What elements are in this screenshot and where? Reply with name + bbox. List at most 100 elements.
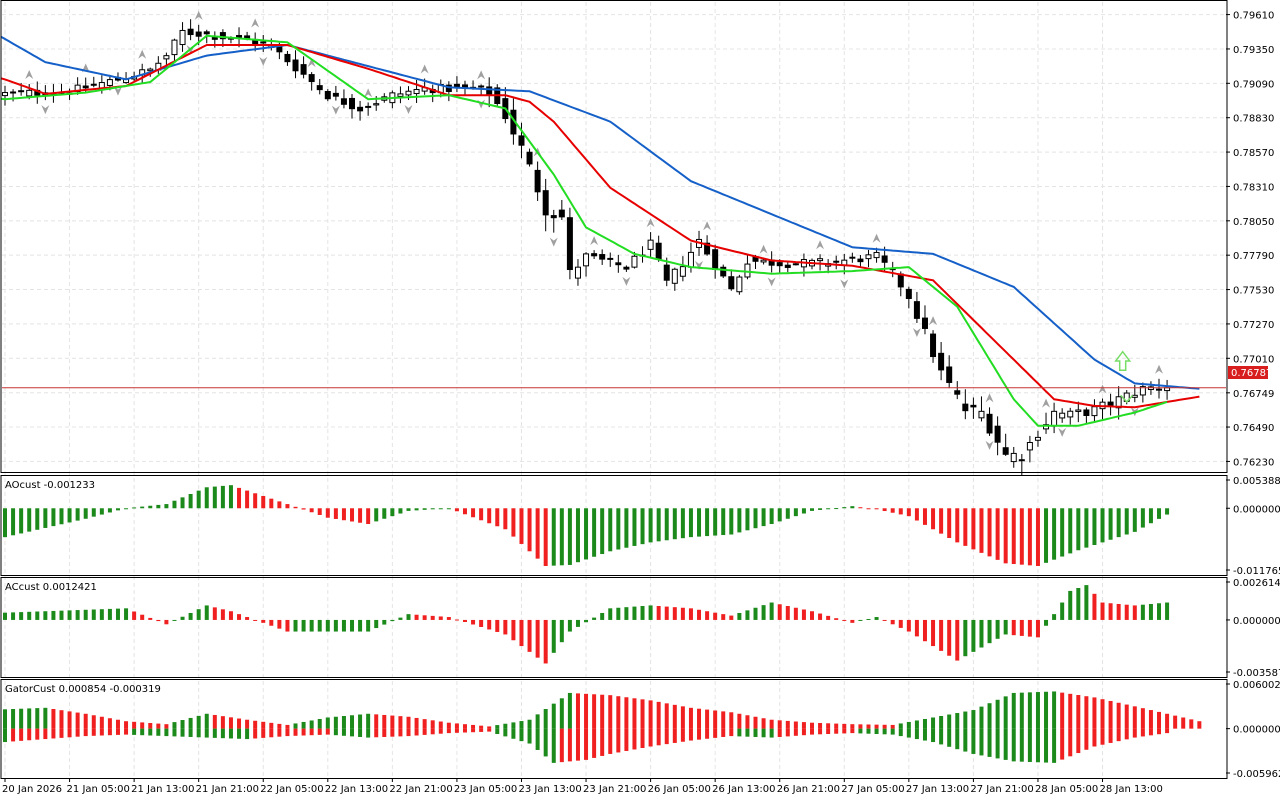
ao-panel[interactable]	[3, 485, 1170, 566]
candle[interactable]	[1058, 408, 1067, 437]
candle[interactable]	[921, 305, 928, 335]
candle[interactable]	[1067, 407, 1074, 425]
candle[interactable]	[324, 89, 331, 102]
bull-candle-body	[978, 410, 985, 419]
candle[interactable]	[946, 355, 953, 389]
candle[interactable]	[622, 265, 631, 286]
gator-lower-bar	[680, 728, 685, 742]
candle[interactable]	[583, 252, 590, 277]
candle[interactable]	[284, 50, 291, 66]
candle[interactable]	[542, 178, 549, 232]
candle[interactable]	[728, 269, 735, 291]
candle[interactable]	[994, 416, 1001, 456]
gator-lower-bar	[495, 728, 500, 735]
fractal-up-icon	[816, 240, 825, 250]
candle[interactable]	[929, 316, 938, 363]
candle[interactable]	[1026, 435, 1033, 463]
candle[interactable]	[558, 199, 565, 220]
candle[interactable]	[340, 89, 347, 109]
ao-bar	[406, 508, 411, 511]
candle[interactable]	[970, 397, 977, 419]
candle[interactable]	[331, 85, 340, 115]
candle[interactable]	[607, 252, 614, 267]
candle[interactable]	[840, 253, 849, 289]
candle[interactable]	[833, 255, 840, 270]
candle[interactable]	[2, 85, 8, 106]
gator-upper-bar	[27, 708, 32, 729]
candle[interactable]	[938, 342, 945, 381]
candle[interactable]	[905, 286, 912, 309]
candle[interactable]	[849, 252, 856, 263]
candle[interactable]	[615, 254, 622, 273]
candle[interactable]	[1010, 446, 1017, 468]
ac-title: ACcust 0.0012421	[5, 582, 97, 593]
gator-panel[interactable]	[3, 691, 1202, 763]
gator-upper-bar	[1060, 692, 1065, 729]
gator-lower-bar	[1019, 728, 1024, 762]
candle[interactable]	[759, 244, 768, 265]
candle[interactable]	[316, 78, 323, 95]
ac-panel[interactable]	[3, 585, 1170, 664]
candle[interactable]	[954, 381, 961, 400]
candle[interactable]	[397, 86, 404, 104]
price-panel[interactable]	[0, 10, 1226, 476]
candle[interactable]	[865, 249, 872, 268]
candle[interactable]	[962, 389, 969, 420]
candle[interactable]	[90, 76, 97, 88]
candle[interactable]	[679, 256, 686, 282]
candle[interactable]	[236, 27, 243, 48]
ao-bar	[527, 508, 532, 552]
candle[interactable]	[816, 240, 825, 271]
candle[interactable]	[307, 58, 316, 91]
candle[interactable]	[574, 259, 581, 286]
candle[interactable]	[1139, 382, 1146, 403]
candle[interactable]	[720, 264, 727, 279]
candle[interactable]	[784, 261, 791, 273]
candle[interactable]	[736, 274, 743, 295]
candle[interactable]	[1155, 364, 1164, 399]
candle[interactable]	[300, 56, 307, 79]
current-price-label: 0.76787	[1231, 368, 1272, 379]
price-axis-label: 0.78310	[1233, 182, 1274, 193]
candle[interactable]	[549, 209, 558, 247]
candle[interactable]	[1083, 407, 1090, 425]
ao-bar	[83, 508, 88, 519]
candle[interactable]	[978, 396, 985, 422]
gator-lower-bar	[616, 728, 621, 753]
candle[interactable]	[646, 218, 655, 259]
candle[interactable]	[518, 122, 525, 159]
gator-lower-bar	[309, 728, 314, 736]
fractal-up-icon	[985, 393, 994, 403]
candle[interactable]	[163, 52, 170, 65]
candle[interactable]	[292, 50, 299, 79]
candle[interactable]	[1107, 393, 1114, 416]
candle[interactable]	[357, 100, 364, 121]
candle[interactable]	[179, 22, 186, 52]
fractal-up-icon	[477, 70, 486, 80]
candle[interactable]	[1034, 430, 1041, 447]
gator-upper-bar	[382, 714, 387, 729]
candle[interactable]	[171, 38, 178, 62]
gator-lower-bar	[939, 728, 944, 745]
candle[interactable]	[857, 254, 864, 268]
candle[interactable]	[872, 233, 881, 263]
candle[interactable]	[1018, 453, 1025, 476]
candle[interactable]	[566, 207, 573, 280]
candle[interactable]	[590, 236, 599, 260]
ao-bar	[204, 487, 209, 509]
bull-candle-body	[873, 251, 880, 259]
candle[interactable]	[1115, 386, 1122, 420]
candle[interactable]	[1042, 398, 1051, 434]
candle[interactable]	[671, 267, 678, 291]
ac-bar	[664, 606, 669, 620]
candle[interactable]	[526, 148, 533, 167]
candle[interactable]	[364, 88, 373, 116]
candle[interactable]	[599, 249, 606, 265]
candle[interactable]	[1075, 401, 1082, 423]
candle[interactable]	[912, 291, 921, 338]
candle[interactable]	[985, 393, 994, 450]
candle[interactable]	[1002, 433, 1009, 456]
bear-candle-body	[203, 31, 210, 35]
candle[interactable]	[349, 94, 356, 119]
